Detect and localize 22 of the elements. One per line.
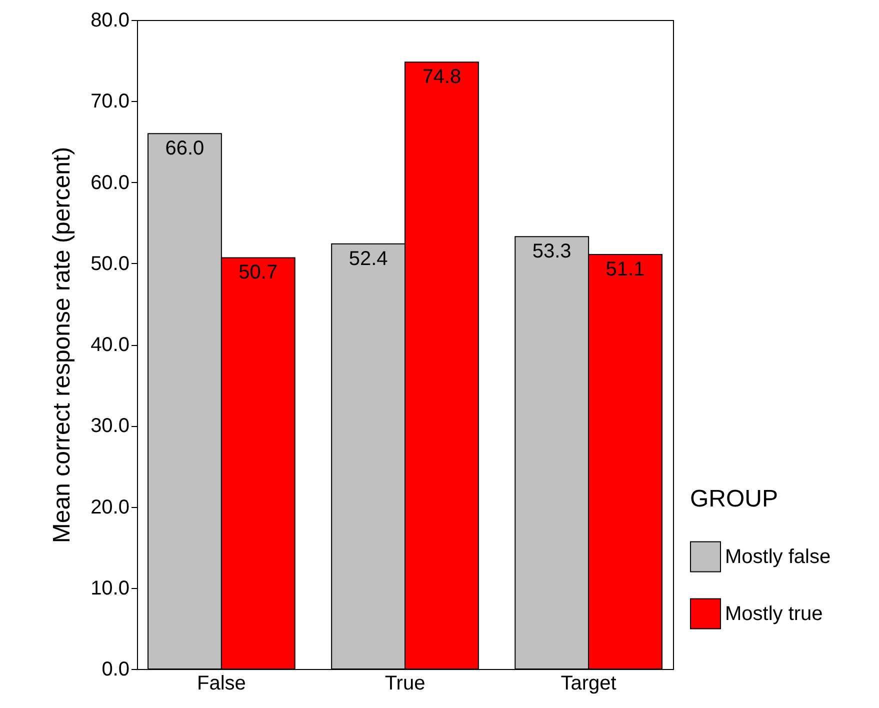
x-tick-label: False xyxy=(196,672,246,694)
y-axis-title: Mean correct response rate (percent) xyxy=(48,146,76,544)
y-tick-label: 40.0 xyxy=(90,334,130,356)
y-tick-label: 30.0 xyxy=(90,415,130,438)
data-label: 74.8 xyxy=(422,66,462,88)
data-label: 53.3 xyxy=(532,240,572,263)
legend-label: Mostly true xyxy=(725,602,823,625)
y-tick-label: 60.0 xyxy=(90,172,130,194)
data-label: 52.4 xyxy=(348,248,388,270)
x-tick-label: True xyxy=(384,672,426,694)
data-label: 50.7 xyxy=(238,262,278,284)
y-tick-label: 80.0 xyxy=(90,10,130,32)
data-label: 66.0 xyxy=(165,138,204,160)
data-label: 51.1 xyxy=(606,258,645,280)
y-tick-label: 70.0 xyxy=(90,90,130,113)
x-tick-label: Target xyxy=(560,672,617,694)
y-tick-label: 20.0 xyxy=(90,496,130,518)
y-tick-label: 10.0 xyxy=(90,577,130,600)
legend-title: GROUP xyxy=(690,485,778,512)
legend-label: Mostly false xyxy=(725,546,831,568)
y-tick-label: 50.0 xyxy=(90,252,130,275)
y-tick-label: 0.0 xyxy=(102,658,130,680)
